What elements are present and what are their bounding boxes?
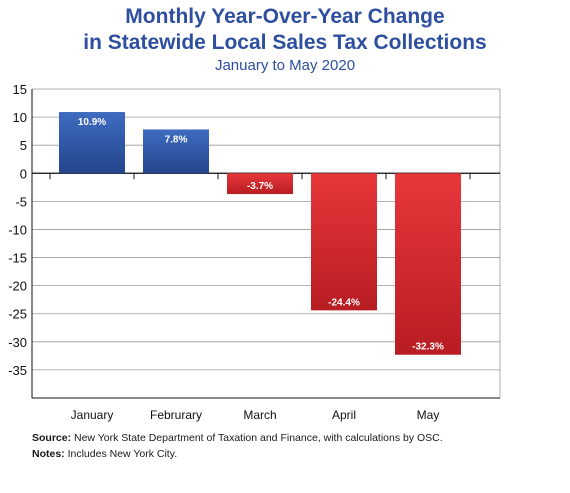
notes-note: Notes: Includes New York City.	[32, 446, 443, 462]
data-label: -24.4%	[328, 297, 360, 308]
bar-may	[395, 173, 461, 355]
y-tick-label: 10	[13, 110, 27, 125]
data-label: -3.7%	[247, 181, 273, 192]
source-label: Source:	[32, 432, 72, 444]
chart-notes: Source: New York State Department of Tax…	[32, 430, 443, 462]
bar-april	[311, 173, 377, 311]
y-tick-label: -15	[8, 251, 27, 266]
notes-text: Includes New York City.	[64, 448, 178, 460]
y-tick-label: -30	[8, 335, 27, 350]
data-label: 10.9%	[78, 117, 106, 128]
y-tick-label: -10	[8, 222, 27, 237]
y-tick-label: -20	[8, 279, 27, 294]
bar-march	[227, 173, 293, 195]
bar-january	[59, 112, 125, 174]
x-tick-label: March	[243, 408, 276, 422]
data-label: -32.3%	[412, 342, 444, 353]
x-tick-label: April	[332, 408, 356, 422]
chart-title-line-1: Monthly Year-Over-Year Change	[125, 5, 445, 28]
y-tick-label: 15	[13, 82, 27, 97]
source-text: New York State Department of Taxation an…	[71, 432, 443, 444]
x-tick-label: May	[417, 408, 440, 422]
chart-title-line-2: in Statewide Local Sales Tax Collections	[83, 31, 487, 54]
x-tick-label: Februrary	[150, 408, 202, 422]
bar-februrary	[143, 129, 209, 174]
y-tick-label: 5	[20, 138, 27, 153]
y-tick-label: -5	[15, 194, 27, 209]
chart-subtitle: January to May 2020	[214, 57, 356, 74]
x-tick-label: January	[71, 408, 114, 422]
data-label: 7.8%	[165, 134, 188, 145]
notes-label: Notes:	[32, 448, 65, 460]
source-note: Source: New York State Department of Tax…	[32, 430, 443, 446]
y-tick-label: 0	[20, 166, 27, 181]
y-tick-label: -25	[8, 307, 27, 322]
y-tick-label: -35	[8, 363, 27, 378]
